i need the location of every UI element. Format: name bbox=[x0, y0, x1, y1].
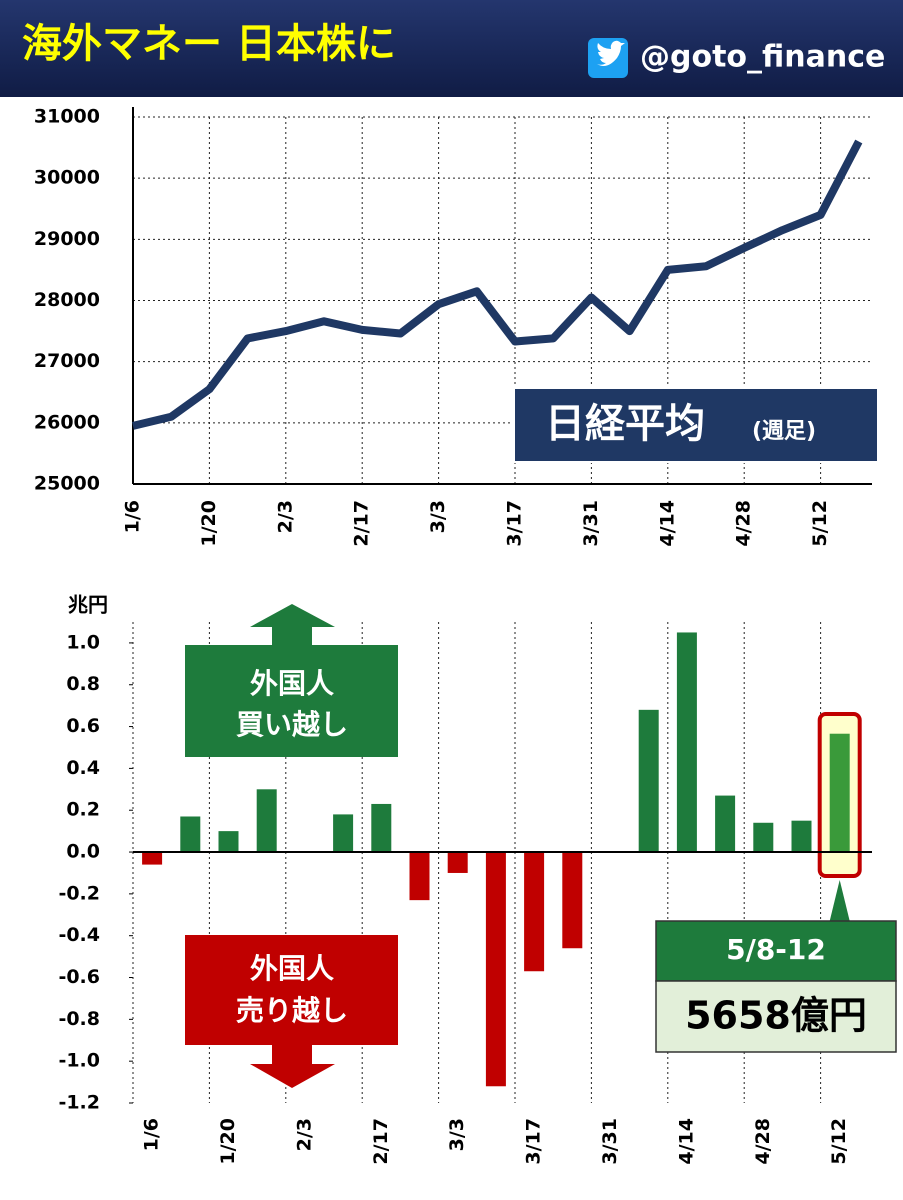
buy-label: 買い越し bbox=[236, 708, 348, 741]
callout-pointer bbox=[829, 880, 850, 921]
buy-arrow bbox=[250, 604, 335, 650]
x-tick-label: 2/17 bbox=[370, 1118, 392, 1165]
x-tick-label: 5/12 bbox=[809, 500, 831, 547]
twitter-bird bbox=[597, 40, 625, 66]
header-bg bbox=[0, 0, 903, 97]
x-tick-label: 3/17 bbox=[523, 1118, 545, 1165]
sell-arrow bbox=[250, 1040, 335, 1088]
y-tick-label: -0.6 bbox=[58, 966, 100, 988]
x-tick-label: 4/14 bbox=[656, 500, 678, 547]
bar bbox=[829, 733, 850, 853]
label-note: (週足) bbox=[752, 419, 816, 444]
bar bbox=[371, 803, 392, 853]
y-tick-label: 28000 bbox=[34, 289, 100, 311]
y-tick-label: 0.4 bbox=[66, 757, 100, 779]
x-tick-label: 4/28 bbox=[752, 1118, 774, 1165]
line bbox=[132, 139, 863, 430]
x-tick-label: 3/3 bbox=[446, 1118, 468, 1151]
x-tick-label: 1/6 bbox=[141, 1118, 163, 1151]
bar bbox=[562, 852, 583, 949]
sell-label: 売り越し bbox=[236, 994, 348, 1027]
bar bbox=[715, 795, 736, 853]
y-tick-label: 0.2 bbox=[66, 799, 100, 821]
y-tick-label: -1.0 bbox=[58, 1050, 100, 1072]
bar bbox=[180, 816, 201, 853]
bar bbox=[256, 789, 277, 853]
bar bbox=[753, 822, 774, 853]
x-tick-label: 3/17 bbox=[504, 500, 526, 547]
sell-box bbox=[185, 935, 398, 1045]
bar bbox=[791, 820, 812, 853]
y-tick-label: 31000 bbox=[34, 106, 100, 128]
y-tick-label: 1.0 bbox=[66, 631, 100, 653]
x-tick-label: 2/3 bbox=[274, 500, 296, 533]
callout-period: 5/8-12 bbox=[726, 933, 826, 966]
buy-box bbox=[185, 645, 398, 757]
label-box bbox=[513, 387, 879, 463]
y-tick-label: 0.6 bbox=[66, 715, 100, 737]
y-tick-label: -0.8 bbox=[58, 1008, 100, 1030]
bar bbox=[333, 814, 354, 853]
bar bbox=[218, 831, 239, 853]
label: 日経平均 bbox=[545, 401, 705, 447]
x-tick-label: 4/14 bbox=[675, 1118, 697, 1165]
x-tick-label: 2/17 bbox=[351, 500, 373, 547]
bar bbox=[447, 852, 468, 873]
y-tick-label: -1.2 bbox=[58, 1092, 100, 1114]
sell-label: 外国人 bbox=[250, 952, 334, 985]
x-tick-label: 1/6 bbox=[122, 500, 144, 533]
x-tick-label: 1/20 bbox=[198, 500, 220, 547]
x-tick-label: 3/31 bbox=[599, 1118, 621, 1165]
bar bbox=[676, 632, 697, 853]
x-tick-label: 3/31 bbox=[580, 500, 602, 547]
callout-body bbox=[655, 980, 897, 1053]
title: 海外マネー 日本株に bbox=[22, 21, 396, 67]
bar bbox=[142, 852, 163, 865]
x-tick-label: 2/3 bbox=[293, 1118, 315, 1151]
x-tick-label: 1/20 bbox=[217, 1118, 239, 1165]
handle[interactable]: @goto_finance bbox=[640, 40, 885, 75]
y-tick-label: 27000 bbox=[34, 350, 100, 372]
y-tick-label: 0.8 bbox=[66, 673, 100, 695]
bar bbox=[409, 852, 430, 901]
bar bbox=[638, 709, 659, 853]
x-tick-label: 3/3 bbox=[427, 500, 449, 533]
y-tick-label: 25000 bbox=[34, 473, 100, 495]
y-tick-label: 0.0 bbox=[66, 841, 100, 863]
unit: 兆円 bbox=[68, 593, 108, 617]
y-tick-label: 30000 bbox=[34, 167, 100, 189]
bar bbox=[485, 852, 506, 1087]
x-tick-label: 4/28 bbox=[733, 500, 755, 547]
y-tick-label: 26000 bbox=[34, 411, 100, 433]
x-tick-label: 5/12 bbox=[828, 1118, 850, 1165]
y-tick-label: -0.4 bbox=[58, 924, 100, 946]
callout-value: 5658億円 bbox=[685, 994, 867, 1038]
y-tick-label: 29000 bbox=[34, 228, 100, 250]
buy-label: 外国人 bbox=[250, 667, 334, 700]
bar bbox=[524, 852, 545, 972]
y-tick-label: -0.2 bbox=[58, 882, 100, 904]
